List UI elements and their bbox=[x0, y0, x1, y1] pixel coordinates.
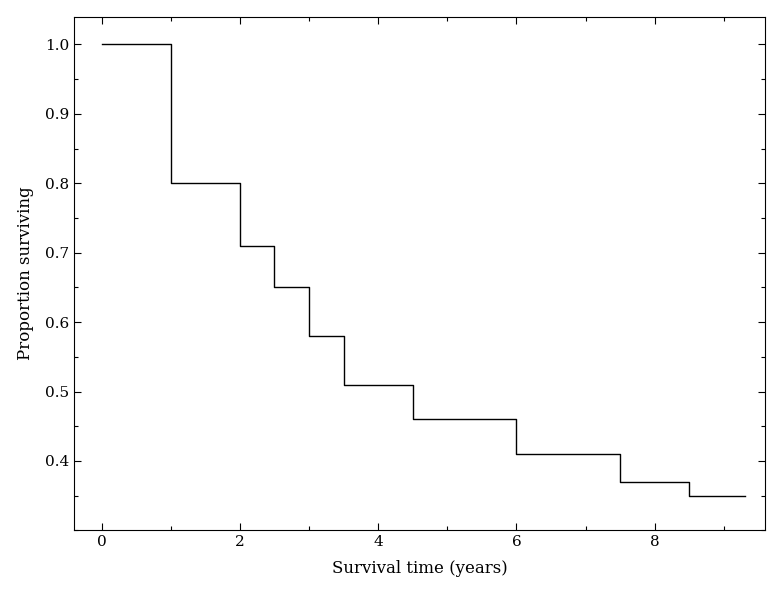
X-axis label: Survival time (years): Survival time (years) bbox=[332, 560, 508, 577]
Y-axis label: Proportion surviving: Proportion surviving bbox=[16, 187, 34, 361]
